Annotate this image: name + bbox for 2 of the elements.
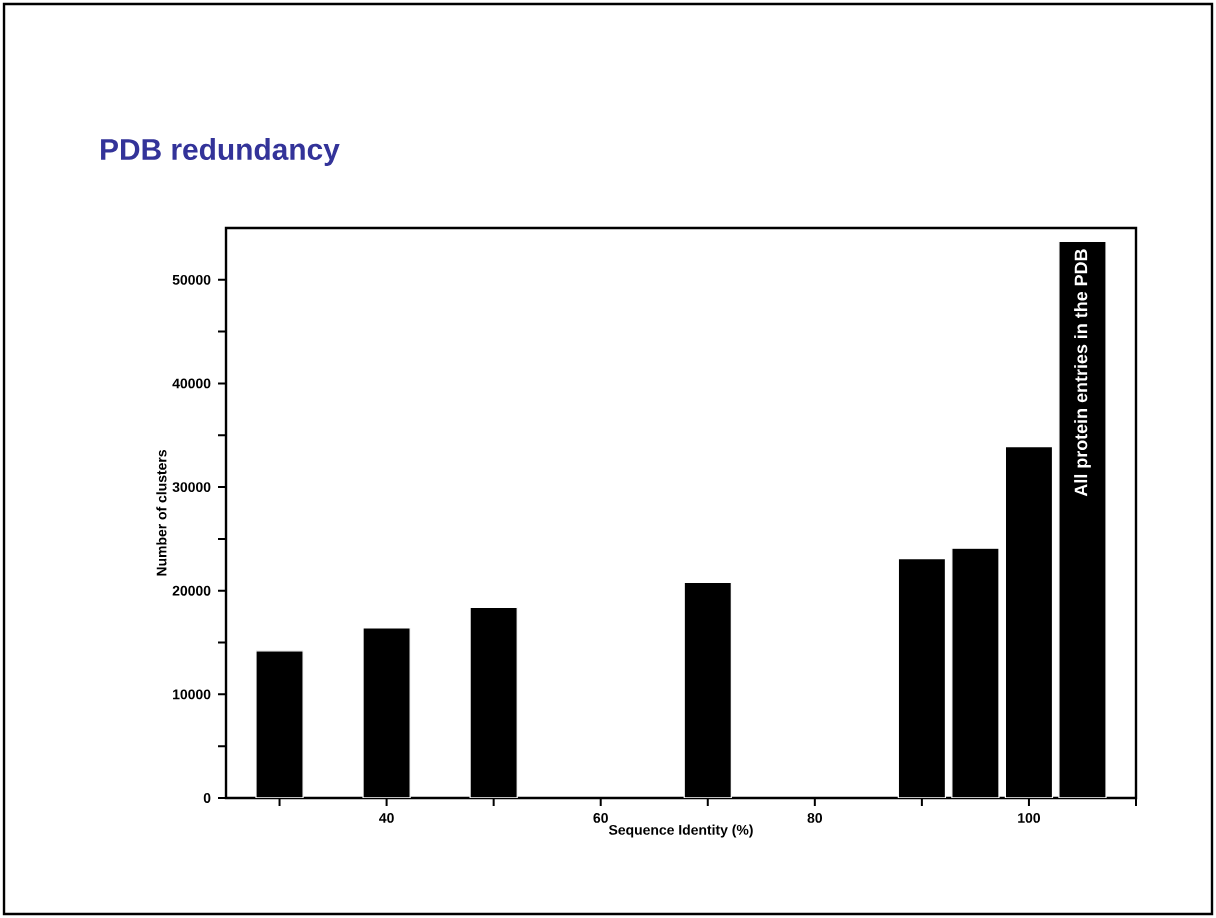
chart-title: PDB redundancy	[101, 138, 340, 166]
annotation: All protein entries in the PDB	[1074, 249, 1091, 497]
